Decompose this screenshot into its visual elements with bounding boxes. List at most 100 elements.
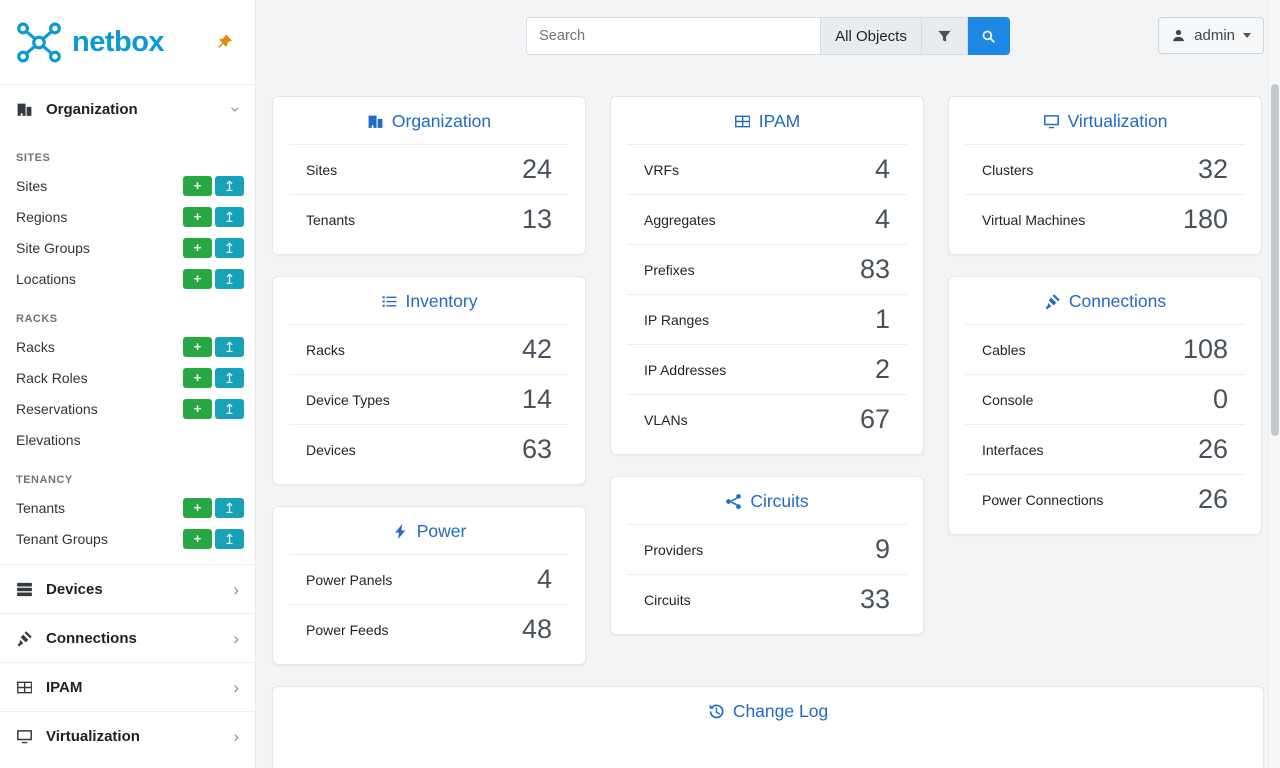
import-icon[interactable]: ↥ xyxy=(215,206,244,227)
import-icon[interactable]: ↥ xyxy=(215,237,244,258)
sidebar-item-reservations[interactable]: Reservations + ↥ xyxy=(0,393,255,424)
sidebar-item-label[interactable]: Reservations xyxy=(16,400,98,417)
sidebar-item-locations[interactable]: Locations + ↥ xyxy=(0,263,255,294)
filter-button[interactable] xyxy=(921,17,968,55)
stat-label[interactable]: Tenants xyxy=(306,211,356,228)
quick-actions: + ↥ xyxy=(183,497,244,518)
import-icon[interactable]: ↥ xyxy=(215,336,244,357)
card-title[interactable]: Virtualization xyxy=(1067,111,1168,131)
stat-label[interactable]: Power Connections xyxy=(982,491,1104,508)
add-icon[interactable]: + xyxy=(183,237,212,258)
import-icon[interactable]: ↥ xyxy=(215,528,244,549)
import-icon[interactable]: ↥ xyxy=(215,367,244,388)
sidebar-item-label[interactable]: Sites xyxy=(16,177,48,194)
brand-name[interactable]: netbox xyxy=(72,25,165,58)
card-header: Organization xyxy=(273,97,585,144)
stat-row: Power Panels 4 xyxy=(289,554,569,604)
sidebar-section-ipam[interactable]: IPAM › xyxy=(0,662,255,711)
stat-value: 33 xyxy=(859,584,890,614)
add-icon[interactable]: + xyxy=(183,206,212,227)
sidebar-section-devices[interactable]: Devices › xyxy=(0,564,255,613)
stat-row: Prefixes 83 xyxy=(627,244,907,294)
sidebar-item-tenant-groups[interactable]: Tenant Groups + ↥ xyxy=(0,523,255,554)
bolt-icon xyxy=(392,523,409,540)
card-title[interactable]: IPAM xyxy=(758,111,801,131)
stat-row: Sites 24 xyxy=(289,144,569,194)
scrollbar-track[interactable] xyxy=(1268,0,1280,768)
sidebar-item-site-groups[interactable]: Site Groups + ↥ xyxy=(0,232,255,263)
sidebar-section-connections[interactable]: Connections › xyxy=(0,613,255,662)
sidebar-item-elevations[interactable]: Elevations xyxy=(0,424,255,455)
sidebar-section-virtualization[interactable]: Virtualization › xyxy=(0,711,255,760)
sidebar-item-tenants[interactable]: Tenants + ↥ xyxy=(0,492,255,523)
stat-label[interactable]: Providers xyxy=(644,541,704,558)
stat-value: 13 xyxy=(521,204,552,234)
import-icon[interactable]: ↥ xyxy=(215,268,244,289)
import-icon[interactable]: ↥ xyxy=(215,497,244,518)
card-title[interactable]: Power xyxy=(416,521,467,541)
sidebar-item-sites[interactable]: Sites + ↥ xyxy=(0,170,255,201)
quick-actions: + ↥ xyxy=(183,237,244,258)
stat-label[interactable]: Circuits xyxy=(644,591,691,608)
stat-label[interactable]: Virtual Machines xyxy=(982,211,1086,228)
stat-label[interactable]: Interfaces xyxy=(982,441,1044,458)
add-icon[interactable]: + xyxy=(183,175,212,196)
import-icon[interactable]: ↥ xyxy=(215,398,244,419)
sidebar-item-label[interactable]: Elevations xyxy=(16,431,81,448)
stat-label[interactable]: Aggregates xyxy=(644,211,716,228)
stat-label[interactable]: VRFs xyxy=(644,161,679,178)
stat-label[interactable]: Racks xyxy=(306,341,345,358)
stat-label[interactable]: Devices xyxy=(306,441,356,458)
card-title[interactable]: Change Log xyxy=(732,701,829,721)
card-title[interactable]: Organization xyxy=(391,111,492,131)
stat-label[interactable]: Clusters xyxy=(982,161,1034,178)
search-button[interactable] xyxy=(967,17,1010,55)
netbox-logo-icon[interactable] xyxy=(14,20,64,65)
stat-label[interactable]: Sites xyxy=(306,161,338,178)
card-title[interactable]: Connections xyxy=(1068,291,1167,311)
add-icon[interactable]: + xyxy=(183,336,212,357)
user-menu-button[interactable]: admin xyxy=(1158,17,1264,54)
sidebar-item-label[interactable]: Locations xyxy=(16,270,76,287)
stat-value: 83 xyxy=(859,254,890,284)
scrollbar-thumb[interactable] xyxy=(1271,84,1279,436)
sidebar-item-label[interactable]: Racks xyxy=(16,338,55,355)
sidebar-item-label[interactable]: Tenant Groups xyxy=(16,530,108,547)
chevron-right-icon: › xyxy=(233,726,239,746)
stat-label[interactable]: Prefixes xyxy=(644,261,695,278)
search-input[interactable] xyxy=(526,17,821,55)
sidebar-section-organization[interactable]: Organization › xyxy=(0,84,255,133)
add-icon[interactable]: + xyxy=(183,528,212,549)
add-icon[interactable]: + xyxy=(183,268,212,289)
sidebar-item-regions[interactable]: Regions + ↥ xyxy=(0,201,255,232)
stat-label[interactable]: VLANs xyxy=(644,411,688,428)
share-nodes-icon xyxy=(725,493,742,510)
sidebar-item-label[interactable]: Site Groups xyxy=(16,239,90,256)
stat-label[interactable]: Power Feeds xyxy=(306,621,389,638)
import-icon[interactable]: ↥ xyxy=(215,175,244,196)
cable-icon xyxy=(1044,293,1061,310)
card-title[interactable]: Circuits xyxy=(750,491,809,511)
stat-value: 32 xyxy=(1197,154,1228,184)
sidebar-item-racks[interactable]: Racks + ↥ xyxy=(0,331,255,362)
stat-label[interactable]: IP Addresses xyxy=(644,361,727,378)
stat-label[interactable]: Power Panels xyxy=(306,571,393,588)
card-circuits: Circuits Providers 9 Circuits 33 xyxy=(610,476,924,635)
card-title[interactable]: Inventory xyxy=(405,291,478,311)
sidebar-item-label[interactable]: Rack Roles xyxy=(16,369,88,386)
pin-icon[interactable] xyxy=(216,34,233,51)
add-icon[interactable]: + xyxy=(183,367,212,388)
object-type-select[interactable]: All Objects xyxy=(820,17,922,55)
card-header: Virtualization xyxy=(949,97,1261,144)
stat-label[interactable]: IP Ranges xyxy=(644,311,710,328)
stat-label[interactable]: Cables xyxy=(982,341,1026,358)
stat-label[interactable]: Device Types xyxy=(306,391,390,408)
stat-label[interactable]: Console xyxy=(982,391,1034,408)
sidebar-item-label[interactable]: Tenants xyxy=(16,499,66,516)
sidebar-item-rack-roles[interactable]: Rack Roles + ↥ xyxy=(0,362,255,393)
section-label: Organization xyxy=(46,100,138,118)
add-icon[interactable]: + xyxy=(183,497,212,518)
add-icon[interactable]: + xyxy=(183,398,212,419)
quick-actions: + ↥ xyxy=(183,528,244,549)
sidebar-item-label[interactable]: Regions xyxy=(16,208,68,225)
